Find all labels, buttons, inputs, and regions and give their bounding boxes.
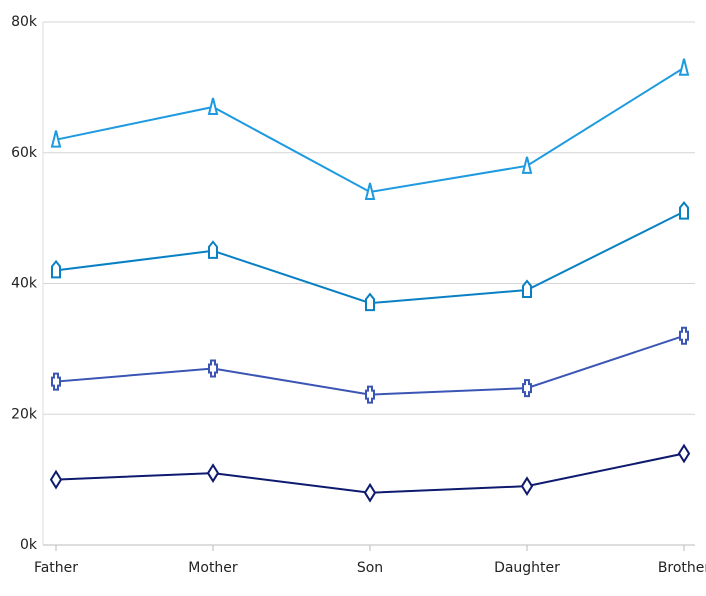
point-marker <box>679 326 689 345</box>
point-marker <box>522 279 532 299</box>
point-marker <box>365 292 375 312</box>
point-marker <box>365 385 375 404</box>
y-tick-label: 40k <box>11 276 38 292</box>
point-marker <box>521 156 533 174</box>
point-marker <box>364 182 376 200</box>
series-line <box>55 66 685 194</box>
series-line <box>55 210 685 305</box>
point-marker <box>49 469 63 490</box>
point-marker <box>51 372 61 391</box>
point-marker <box>208 359 218 378</box>
point-marker <box>520 476 534 497</box>
y-tick-label: 0k <box>20 537 38 553</box>
y-tick-label: 80k <box>11 14 38 30</box>
point-marker <box>51 259 61 279</box>
point-marker <box>208 240 218 259</box>
x-tick-label: Mother <box>188 560 238 576</box>
x-tick-label: Father <box>34 560 78 576</box>
point-marker <box>678 58 690 76</box>
point-marker <box>522 379 532 398</box>
point-marker <box>206 463 220 483</box>
x-tick-label: Daughter <box>494 560 560 576</box>
point-marker <box>50 130 62 148</box>
x-tick-label: Brother <box>658 560 706 576</box>
x-tick-label: Son <box>357 560 383 576</box>
y-tick-label: 60k <box>11 145 38 161</box>
point-marker <box>677 443 691 464</box>
point-marker <box>363 482 377 503</box>
y-tick-label: 20k <box>11 406 38 422</box>
point-marker <box>679 200 689 220</box>
point-marker <box>207 97 219 115</box>
